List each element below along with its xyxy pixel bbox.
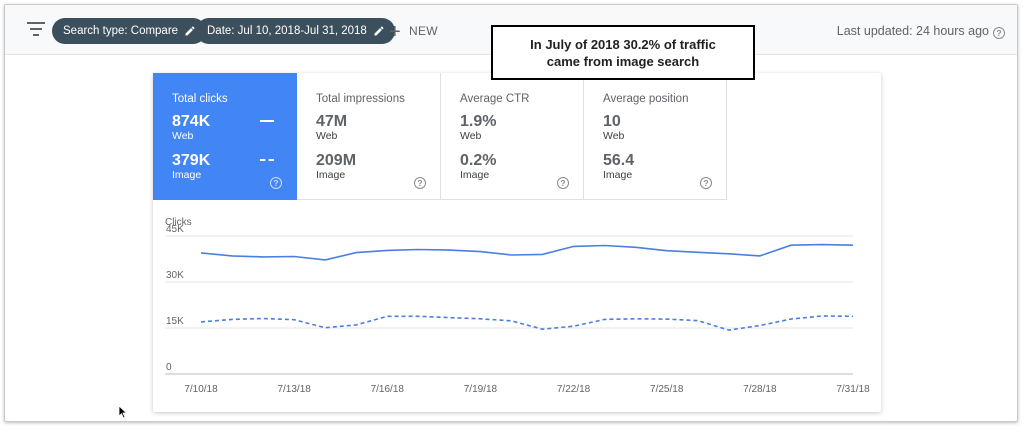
y-tick-label: 0 (166, 362, 172, 373)
new-filter-button[interactable]: + NEW (389, 18, 438, 44)
y-tick-label: 15K (166, 316, 184, 327)
metric-title: Total clicks (172, 93, 228, 105)
app-frame: Search type: Compare Date: Jul 10, 2018-… (4, 4, 1018, 422)
metric-title: Average position (603, 93, 689, 105)
search-type-chip[interactable]: Search type: Compare (52, 18, 207, 44)
x-tick-label: 7/13/18 (277, 384, 311, 395)
metric-web-label: Web (460, 130, 482, 142)
x-tick-label: 7/10/18 (184, 384, 218, 395)
help-icon[interactable]: ? (557, 177, 569, 189)
metric-web-label: Web (316, 130, 338, 142)
x-tick-label: 7/16/18 (371, 384, 405, 395)
y-tick-label: 45K (166, 224, 184, 235)
metric-image-value: 379K (172, 152, 211, 169)
metric-image-value: 56.4 (603, 152, 635, 169)
edit-pencil-icon (185, 26, 195, 36)
metric-web-value: 10 (603, 113, 621, 130)
dashed-line-legend-icon (260, 159, 274, 161)
metric-web-value: 874K (172, 113, 211, 130)
metric-image-label: Image (316, 169, 346, 181)
x-tick-label: 7/31/18 (836, 384, 870, 395)
y-tick-label: 30K (166, 270, 184, 281)
y-axis-label: Clicks (165, 217, 192, 228)
metric-image-value: 209M (316, 152, 357, 169)
annotation-callout: In July of 2018 30.2% of traffic came fr… (491, 25, 755, 80)
plus-icon: + (389, 21, 401, 43)
toolbar: Search type: Compare Date: Jul 10, 2018-… (5, 5, 1017, 55)
solid-line-legend-icon (260, 120, 274, 122)
metric-average-position[interactable]: Average position 10 Web 56.4 Image ? (584, 73, 727, 200)
metric-web-value: 1.9% (460, 113, 497, 130)
metric-title: Total impressions (316, 93, 405, 105)
metric-web-label: Web (603, 130, 625, 142)
metric-image-value: 0.2% (460, 152, 497, 169)
metric-image-label: Image (172, 169, 202, 181)
metric-average-ctr[interactable]: Average CTR 1.9% Web 0.2% Image ? (441, 73, 584, 200)
help-icon[interactable]: ? (270, 177, 282, 189)
image-clicks-line (200, 315, 854, 331)
help-icon[interactable]: ? (414, 177, 426, 189)
x-tick-label: 7/22/18 (557, 384, 591, 395)
mouse-cursor-icon (118, 405, 128, 419)
clicks-chart: Clicks 0 15K 30K 45K 7/10/18 7/13/18 7/16/18 7/1… (165, 217, 870, 395)
date-range-chip-label: Date: Jul 10, 2018-Jul 31, 2018 (207, 25, 367, 37)
metric-web-label: Web (172, 130, 194, 142)
last-updated-text: Last updated: 24 hours ago (836, 24, 989, 38)
x-tick-label: 7/25/18 (650, 384, 684, 395)
new-filter-label: NEW (408, 24, 438, 38)
search-type-chip-label: Search type: Compare (63, 25, 179, 37)
metric-title: Average CTR (460, 93, 530, 105)
help-icon[interactable]: ? (700, 177, 712, 189)
metric-total-impressions[interactable]: Total impressions 47M Web 209M Image ? (297, 73, 441, 200)
help-icon[interactable]: ? (993, 27, 1005, 39)
filter-icon[interactable] (27, 22, 45, 36)
metric-image-label: Image (460, 169, 490, 181)
callout-line-2: came from image search (546, 54, 700, 69)
edit-pencil-icon (374, 26, 384, 36)
metric-image-label: Image (603, 169, 633, 181)
performance-card: Total clicks 874K Web 379K Image ? Total… (153, 73, 881, 412)
metric-total-clicks[interactable]: Total clicks 874K Web 379K Image ? (153, 73, 297, 200)
callout-line-1: In July of 2018 30.2% of traffic (530, 37, 716, 52)
web-clicks-line (200, 243, 854, 261)
metric-web-value: 47M (316, 113, 348, 130)
x-tick-label: 7/19/18 (464, 384, 498, 395)
x-tick-label: 7/28/18 (743, 384, 777, 395)
last-updated: Last updated: 24 hours ago? (837, 18, 1005, 44)
date-range-chip[interactable]: Date: Jul 10, 2018-Jul 31, 2018 (196, 18, 395, 44)
